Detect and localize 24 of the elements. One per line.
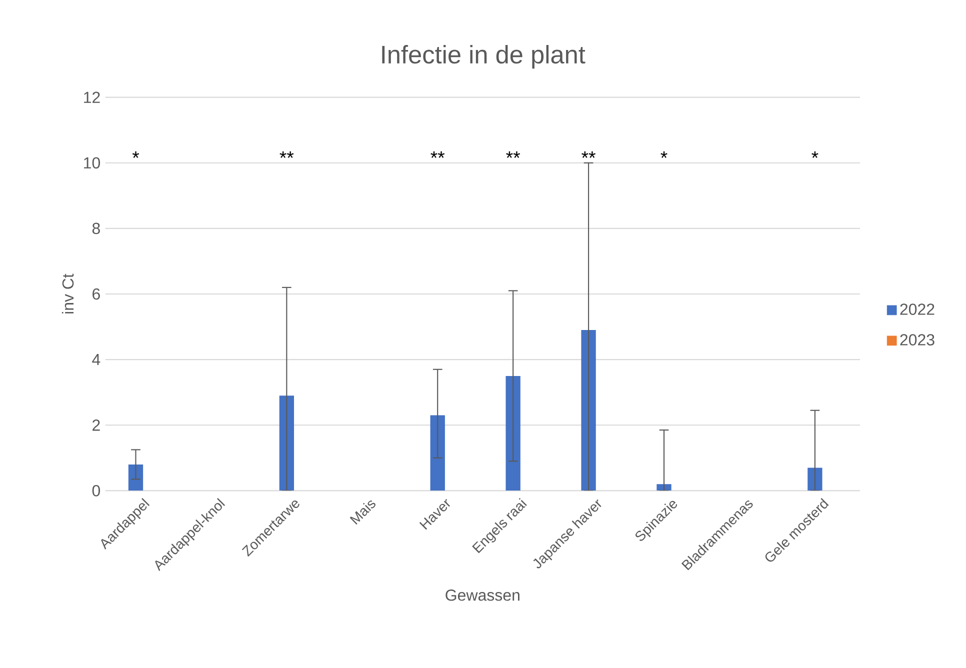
annotation: * (812, 151, 818, 158)
annotation: * (660, 151, 668, 158)
legend-label: 2022 (900, 304, 934, 315)
legend-label: 2023 (900, 334, 934, 346)
annotation: ** (430, 151, 445, 158)
annotation: ** (280, 151, 294, 158)
bar (808, 468, 822, 491)
y-tick-label: 10 (84, 157, 100, 169)
bar (506, 376, 520, 491)
annotation: ** (506, 151, 520, 158)
y-tick-label: 12 (84, 92, 100, 103)
bar (581, 330, 596, 491)
x-axis-title: Gewassen (446, 589, 520, 601)
y-tick-label: 0 (92, 485, 100, 496)
bar (279, 396, 294, 491)
annotation: * (132, 151, 140, 158)
y-tick-label: 2 (92, 420, 100, 431)
y-axis-title: inv Ct (62, 274, 74, 314)
bar (430, 415, 445, 491)
y-tick-label: 4 (92, 354, 100, 366)
y-tick-label: 8 (92, 222, 100, 234)
chart-title: Infectie in de plant (382, 45, 586, 69)
annotation: ** (582, 151, 596, 158)
y-tick-label: 6 (92, 288, 100, 300)
